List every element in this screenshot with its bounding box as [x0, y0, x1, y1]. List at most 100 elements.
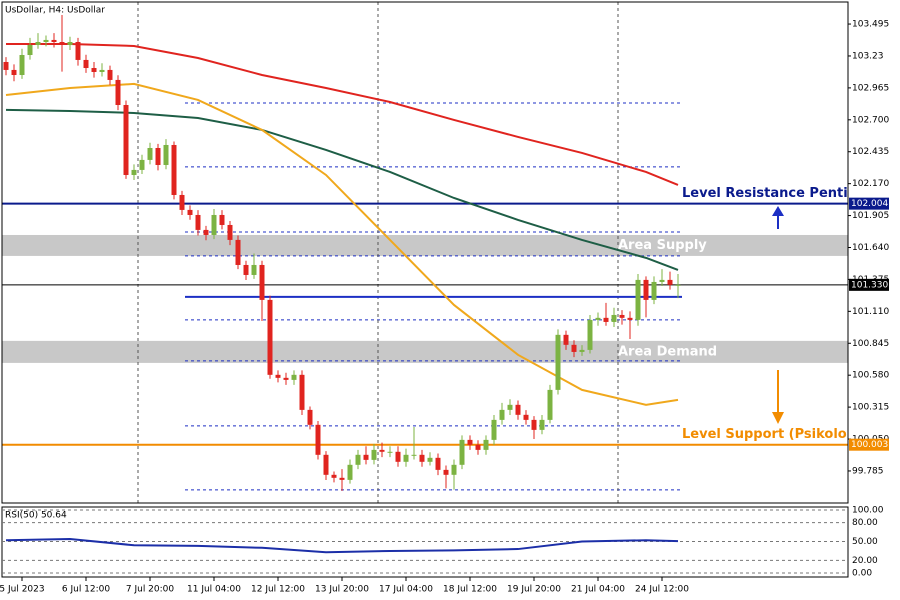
candle-body — [403, 454, 409, 462]
candle-body — [299, 374, 305, 410]
candle-body — [531, 419, 537, 430]
candle-body — [99, 69, 105, 72]
candle-body — [483, 439, 489, 450]
candle-body — [547, 389, 553, 420]
zone-label: Area Demand — [618, 344, 717, 359]
price-box-label: 101.330 — [851, 280, 888, 290]
candle-body — [147, 147, 153, 160]
candle-body — [43, 39, 49, 42]
candle-body — [347, 464, 353, 480]
candle-body — [515, 404, 521, 415]
y-tick-label: 103.495 — [852, 20, 889, 30]
candle-body — [595, 317, 601, 320]
candle-body — [259, 264, 265, 300]
candle-body — [51, 39, 57, 42]
x-tick-label: 24 Jul 12:00 — [635, 585, 689, 595]
rsi-line — [5, 537, 679, 554]
level-annotation: Level Resistance Penti — [682, 186, 848, 201]
up-arrow-head — [772, 206, 784, 216]
candle-body — [187, 209, 193, 215]
candle-body — [83, 59, 89, 69]
rsi-tick-label: 0.00 — [852, 569, 872, 579]
candle-body — [643, 279, 649, 300]
candle-body — [571, 344, 577, 352]
candle-body — [267, 299, 273, 375]
candle-body — [219, 214, 225, 225]
price-box — [849, 197, 889, 210]
axes: 103.495 103.23 102.965 102.700 102.435 102.17… — [0, 20, 889, 595]
price-box — [849, 278, 889, 291]
down-arrow-head — [772, 412, 784, 424]
candle-body — [675, 284, 681, 286]
main-frame — [1, 1, 849, 504]
candle-body — [291, 374, 297, 380]
candle-body — [131, 169, 137, 175]
candle-body — [283, 377, 289, 380]
y-tick-label: 103.23 — [852, 51, 884, 61]
candle-body — [123, 104, 129, 175]
candle-body — [91, 68, 97, 72]
rsi-tick-label: 50.00 — [852, 537, 878, 547]
candle-body — [371, 449, 377, 460]
candle-body — [355, 454, 361, 465]
candle-body — [307, 409, 313, 425]
rsi-tick-label: 80.00 — [852, 518, 878, 528]
candle-body — [443, 469, 449, 475]
candle-body — [499, 409, 505, 420]
candle-body — [59, 41, 65, 46]
candle-body — [587, 319, 593, 350]
candle-body — [435, 457, 441, 470]
candle-body — [555, 334, 561, 390]
arrows — [772, 206, 784, 424]
zone-label: Area Supply — [618, 238, 707, 253]
candle-body — [427, 457, 433, 462]
price-box-label: 102.004 — [851, 199, 888, 209]
candle-body — [619, 314, 625, 318]
moving-average — [6, 43, 679, 186]
main-panel: Area Supply Area Demand Level Resistance P… — [2, 2, 848, 503]
y-tick-label: 102.965 — [852, 83, 889, 93]
chart-title: UsDollar, H4: UsDollar — [5, 6, 105, 16]
rsi-panel: 100.00 80.00 50.00 20.00 0.00 — [2, 506, 884, 579]
candle-body — [243, 264, 249, 275]
y-tick-label: 101.110 — [852, 307, 889, 317]
candle-body — [67, 41, 73, 46]
candle-body — [379, 449, 385, 452]
candle-body — [419, 454, 425, 462]
candle-body — [475, 444, 481, 450]
candle-body — [467, 439, 473, 445]
y-tick-label: 101.640 — [852, 243, 889, 253]
level-annotation: Level Support (Psikolo — [682, 427, 847, 442]
rsi-tick-label: 100.00 — [852, 506, 884, 516]
x-tick-label: 13 Jul 20:00 — [315, 585, 369, 595]
x-tick-label: 7 Jul 20:00 — [126, 585, 175, 595]
candle-body — [667, 279, 673, 285]
candle-body — [627, 317, 633, 320]
candle-body — [139, 159, 145, 170]
price-box — [849, 438, 889, 451]
candle-body — [155, 147, 161, 165]
moving-average — [5, 108, 679, 271]
x-tick-label: 12 Jul 12:00 — [251, 585, 305, 595]
x-tick-label: 5 Jul 2023 — [0, 585, 45, 595]
candle-body — [579, 349, 585, 352]
y-tick-label: 100.580 — [852, 371, 889, 381]
y-tick-label: 102.700 — [852, 115, 889, 125]
candle-body — [315, 424, 321, 455]
candle-body — [235, 239, 241, 265]
candle-body — [35, 41, 41, 46]
candle-body — [211, 214, 217, 235]
candle-body — [163, 144, 169, 165]
candle-body — [195, 214, 201, 230]
candle-body — [523, 414, 529, 420]
candle-body — [339, 477, 345, 480]
candle-body — [115, 79, 121, 105]
candle-body — [171, 144, 177, 195]
candle-body — [459, 439, 465, 465]
y-tick-label: 102.435 — [852, 147, 889, 157]
zone — [2, 340, 848, 363]
candle-body — [491, 419, 497, 440]
x-tick-label: 18 Jul 12:00 — [443, 585, 497, 595]
candle-body — [227, 224, 233, 240]
